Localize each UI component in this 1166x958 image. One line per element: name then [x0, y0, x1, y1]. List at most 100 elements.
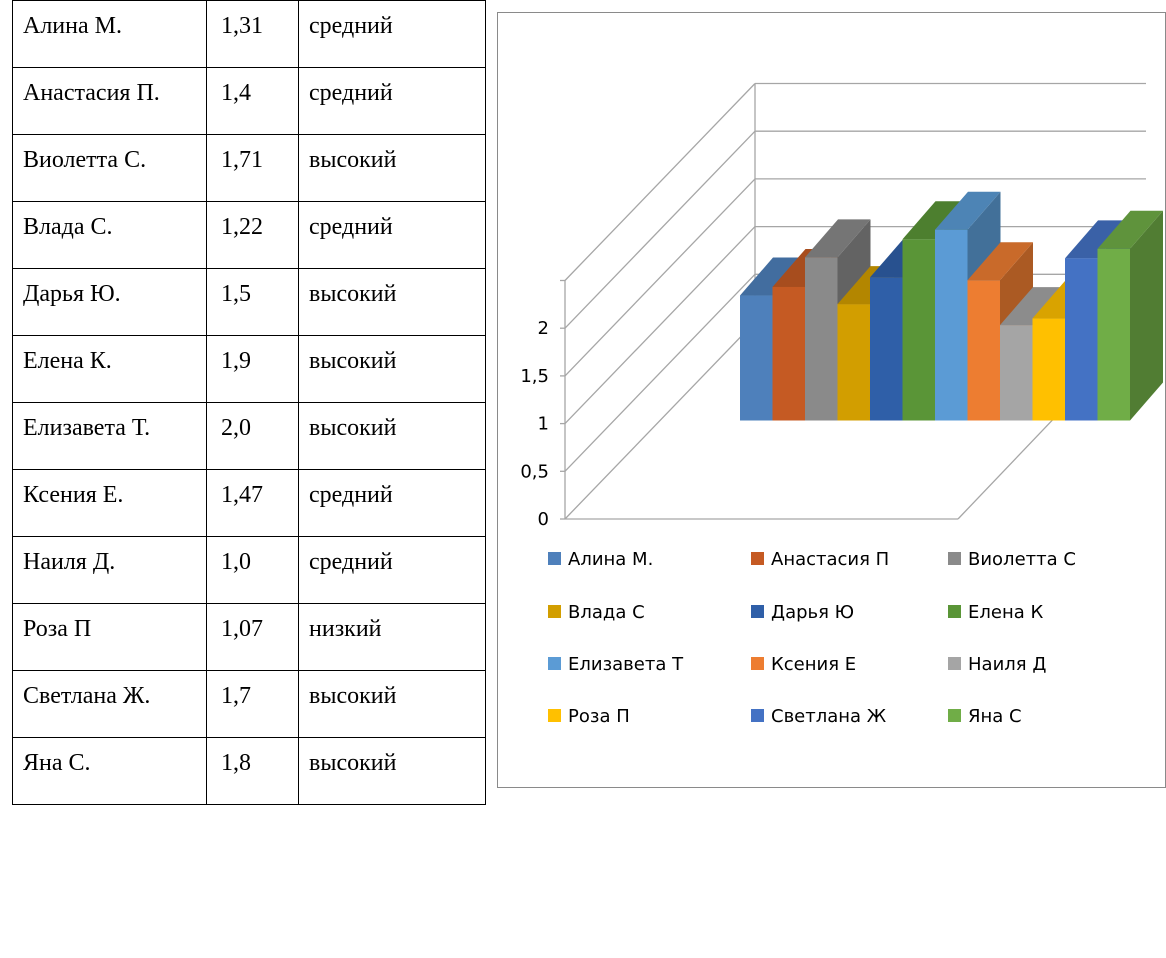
level-cell: высокий	[298, 335, 486, 403]
legend-swatch	[751, 605, 764, 618]
bar-top	[935, 191, 1001, 230]
student-name-cell: Ксения Е.	[12, 469, 207, 537]
bar	[805, 257, 838, 421]
y-tick-label: 1,5	[520, 366, 549, 387]
table-row: Роза П 1,07 низкий	[12, 603, 486, 671]
y-tick-label: 2	[538, 318, 549, 339]
bar	[1000, 325, 1033, 421]
results-table: Алина М. 1,31 средний Анастасия П. 1,4 средни…	[12, 0, 486, 805]
bar-top	[1097, 210, 1163, 249]
legend-swatch	[548, 657, 561, 670]
bar-top	[967, 242, 1033, 281]
bar	[772, 286, 805, 421]
score-cell: 1,07	[206, 603, 299, 671]
level-cell: средний	[298, 469, 486, 537]
score-cell: 1,47	[206, 469, 299, 537]
bar-top	[740, 257, 806, 296]
score-cell: 2,0	[206, 402, 299, 470]
legend-label: Яна С	[968, 706, 1022, 727]
legend-label: Елизавета Т	[568, 654, 684, 675]
y-tick-label: 0	[538, 509, 549, 530]
legend-swatch	[948, 605, 961, 618]
student-name-cell: Наиля Д.	[12, 536, 207, 604]
legend-swatch	[948, 657, 961, 670]
legend-swatch	[548, 709, 561, 722]
bar	[740, 295, 773, 421]
legend-label: Елена К	[968, 602, 1043, 623]
gridline-side	[564, 178, 756, 377]
bar-top	[1000, 287, 1066, 326]
table-row: Яна С. 1,8 высокий	[12, 737, 486, 805]
y-tick-label: 1	[538, 414, 549, 435]
legend-swatch	[751, 657, 764, 670]
y-tick-label: 0,5	[520, 461, 549, 482]
gridline-side	[564, 83, 756, 281]
table-row: Ксения Е. 1,47 средний	[12, 469, 486, 537]
level-cell: средний	[298, 67, 486, 135]
legend-swatch	[548, 605, 561, 618]
student-name-cell: Виолетта С.	[12, 134, 207, 202]
score-cell: 1,0	[206, 536, 299, 604]
score-cell: 1,31	[206, 0, 299, 68]
score-cell: 1,9	[206, 335, 299, 403]
student-name-cell: Елена К.	[12, 335, 207, 403]
table-row: Елена К. 1,9 высокий	[12, 335, 486, 403]
student-name-cell: Анастасия П.	[12, 67, 207, 135]
bar-top	[805, 219, 871, 258]
score-cell: 1,4	[206, 67, 299, 135]
table-row: Влада С. 1,22 средний	[12, 201, 486, 269]
bar	[1032, 318, 1065, 421]
score-cell: 1,7	[206, 670, 299, 738]
level-cell: средний	[298, 536, 486, 604]
table-row: Елизавета Т. 2,0 высокий	[12, 402, 486, 470]
chart-frame: 0 0,5 1 1,5 2 Алина М. Анастасия П Виолетта С Вл…	[497, 12, 1166, 788]
legend-label: Ксения Е	[771, 654, 856, 675]
table-row: Дарья Ю. 1,5 высокий	[12, 268, 486, 336]
legend-swatch	[948, 552, 961, 565]
table-row: Светлана Ж. 1,7 высокий	[12, 670, 486, 738]
level-cell: высокий	[298, 134, 486, 202]
gridline-side	[564, 321, 756, 520]
level-cell: высокий	[298, 402, 486, 470]
legend-label: Алина М.	[568, 549, 653, 570]
legend-swatch	[548, 552, 561, 565]
bar-chart-3d: 0 0,5 1 1,5 2 Алина М. Анастасия П Виолетта С Вл…	[520, 82, 1163, 727]
legend-label: Светлана Ж	[771, 706, 887, 727]
bar	[1065, 258, 1098, 421]
bar	[870, 277, 903, 421]
level-cell: высокий	[298, 268, 486, 336]
level-cell: низкий	[298, 603, 486, 671]
score-cell: 1,8	[206, 737, 299, 805]
legend-swatch	[948, 709, 961, 722]
score-cell: 1,5	[206, 268, 299, 336]
table-row: Анастасия П. 1,4 средний	[12, 67, 486, 135]
gridline-side	[564, 273, 756, 472]
legend-label: Роза П	[568, 706, 630, 727]
legend-label: Дарья Ю	[771, 602, 854, 623]
gridline-side	[564, 226, 756, 425]
score-cell: 1,22	[206, 201, 299, 269]
legend-label: Виолетта С	[968, 549, 1076, 570]
score-cell: 1,71	[206, 134, 299, 202]
legend-label: Наиля Д	[968, 654, 1046, 675]
table-row: Наиля Д. 1,0 средний	[12, 536, 486, 604]
gridline-side	[564, 130, 756, 329]
legend-label: Влада С	[568, 602, 645, 623]
legend-label: Анастасия П	[771, 549, 889, 570]
bar	[902, 239, 935, 421]
bar	[837, 304, 870, 421]
student-name-cell: Роза П	[12, 603, 207, 671]
level-cell: высокий	[298, 670, 486, 738]
student-name-cell: Дарья Ю.	[12, 268, 207, 336]
table-row: Виолетта С. 1,71 высокий	[12, 134, 486, 202]
bar	[967, 280, 1000, 421]
table-row: Алина М. 1,31 средний	[12, 0, 486, 68]
student-name-cell: Светлана Ж.	[12, 670, 207, 738]
bar	[1097, 248, 1130, 421]
level-cell: средний	[298, 201, 486, 269]
student-name-cell: Влада С.	[12, 201, 207, 269]
legend-swatch	[751, 552, 764, 565]
level-cell: высокий	[298, 737, 486, 805]
bar-side	[1130, 210, 1163, 421]
